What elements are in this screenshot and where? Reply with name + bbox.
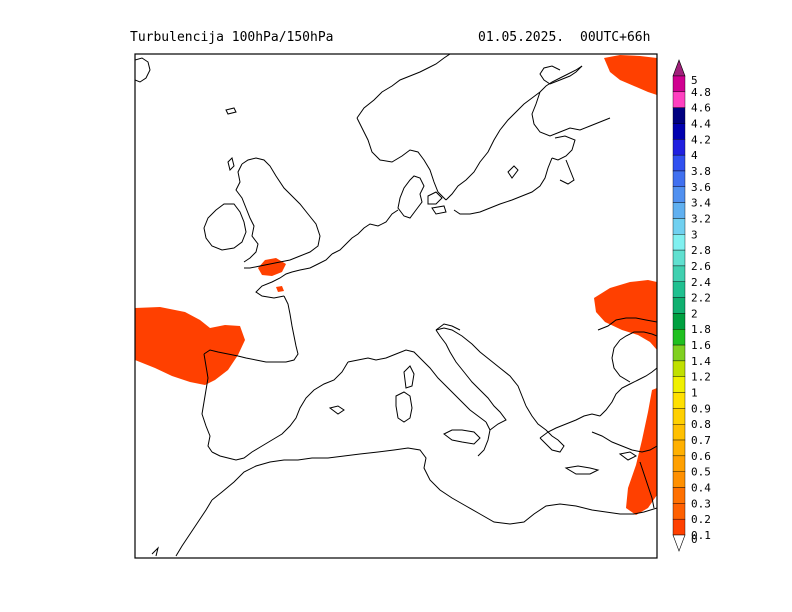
legend-label: 1.8 <box>691 323 711 336</box>
legend-label: 1 <box>691 387 698 400</box>
legend-swatch <box>672 439 686 457</box>
map-title: Turbulencija 100hPa/150hPa <box>130 30 334 45</box>
legend-label: 4 <box>691 149 698 162</box>
turbulence-area-atlantic <box>135 307 245 385</box>
coastlines <box>135 54 657 557</box>
legend-label: 0.3 <box>691 497 711 510</box>
legend-label: 0.7 <box>691 434 711 447</box>
legend-label: 3.8 <box>691 165 711 178</box>
legend-label: 3.4 <box>691 197 711 210</box>
legend-label: 0.5 <box>691 466 711 479</box>
legend-swatch <box>672 392 686 409</box>
turbulence-areas <box>135 55 657 515</box>
legend-label: 2.4 <box>691 276 711 289</box>
legend-label: 2.8 <box>691 244 711 257</box>
legend-label: 0.2 <box>691 513 711 526</box>
legend-swatch <box>672 75 686 93</box>
legend-swatch <box>672 249 686 267</box>
legend-swatch <box>672 297 686 314</box>
legend-swatch <box>672 234 686 251</box>
turbulence-area-northeast <box>604 55 657 95</box>
legend-label: 3.6 <box>691 181 711 194</box>
legend-label: 0.1 <box>691 529 711 542</box>
legend-swatch <box>672 487 686 504</box>
legend-swatch <box>672 424 686 441</box>
legend-label: 0 <box>691 533 698 546</box>
legend-swatch <box>672 170 686 188</box>
legend-label: 0.6 <box>691 450 711 463</box>
legend-swatch <box>672 329 686 346</box>
legend-label: 4.6 <box>691 102 711 115</box>
legend-label: 2.2 <box>691 292 711 305</box>
legend-swatch <box>672 376 686 393</box>
legend-swatch <box>672 503 686 520</box>
legend-swatch <box>672 218 686 235</box>
legend-label: 3.2 <box>691 212 711 225</box>
legend-arrow-top <box>672 59 686 77</box>
legend-label: 1.4 <box>691 355 711 368</box>
legend-swatch <box>672 107 686 124</box>
legend-label: 2 <box>691 307 698 320</box>
legend-swatch <box>672 455 686 472</box>
legend-swatch <box>672 186 686 203</box>
legend-swatch <box>672 265 686 282</box>
legend-label: 5 <box>691 74 698 87</box>
legend-label: 0.8 <box>691 418 711 431</box>
legend-swatch <box>672 471 686 488</box>
legend-label: 2.6 <box>691 260 711 273</box>
legend-swatch <box>672 360 686 377</box>
legend-label: 1.2 <box>691 371 711 384</box>
legend-swatch <box>672 518 686 536</box>
legend-arrow-bottom <box>672 534 686 552</box>
legend-label: 0.9 <box>691 402 711 415</box>
legend-swatch <box>672 202 686 219</box>
legend-swatch <box>672 154 686 172</box>
legend-label: 4.8 <box>691 86 711 99</box>
forecast-date: 01.05.2025. <box>478 30 565 45</box>
legend-label: 4.4 <box>691 117 711 130</box>
turbulence-area-brittany-spot <box>276 286 284 292</box>
map-frame <box>134 53 658 559</box>
legend-label: 0.4 <box>691 482 711 495</box>
legend-swatch <box>672 313 686 330</box>
legend-swatch <box>672 408 686 425</box>
legend-label: 4.2 <box>691 133 711 146</box>
legend-swatch <box>672 91 686 108</box>
legend-swatch <box>672 344 686 362</box>
map-area <box>135 54 657 557</box>
legend-swatch <box>672 281 686 298</box>
legend-swatch <box>672 123 686 140</box>
forecast-run: 00UTC+66h <box>580 30 651 45</box>
legend-label: 1.6 <box>691 339 711 352</box>
legend-swatch <box>672 139 686 156</box>
legend-label: 3 <box>691 228 698 241</box>
